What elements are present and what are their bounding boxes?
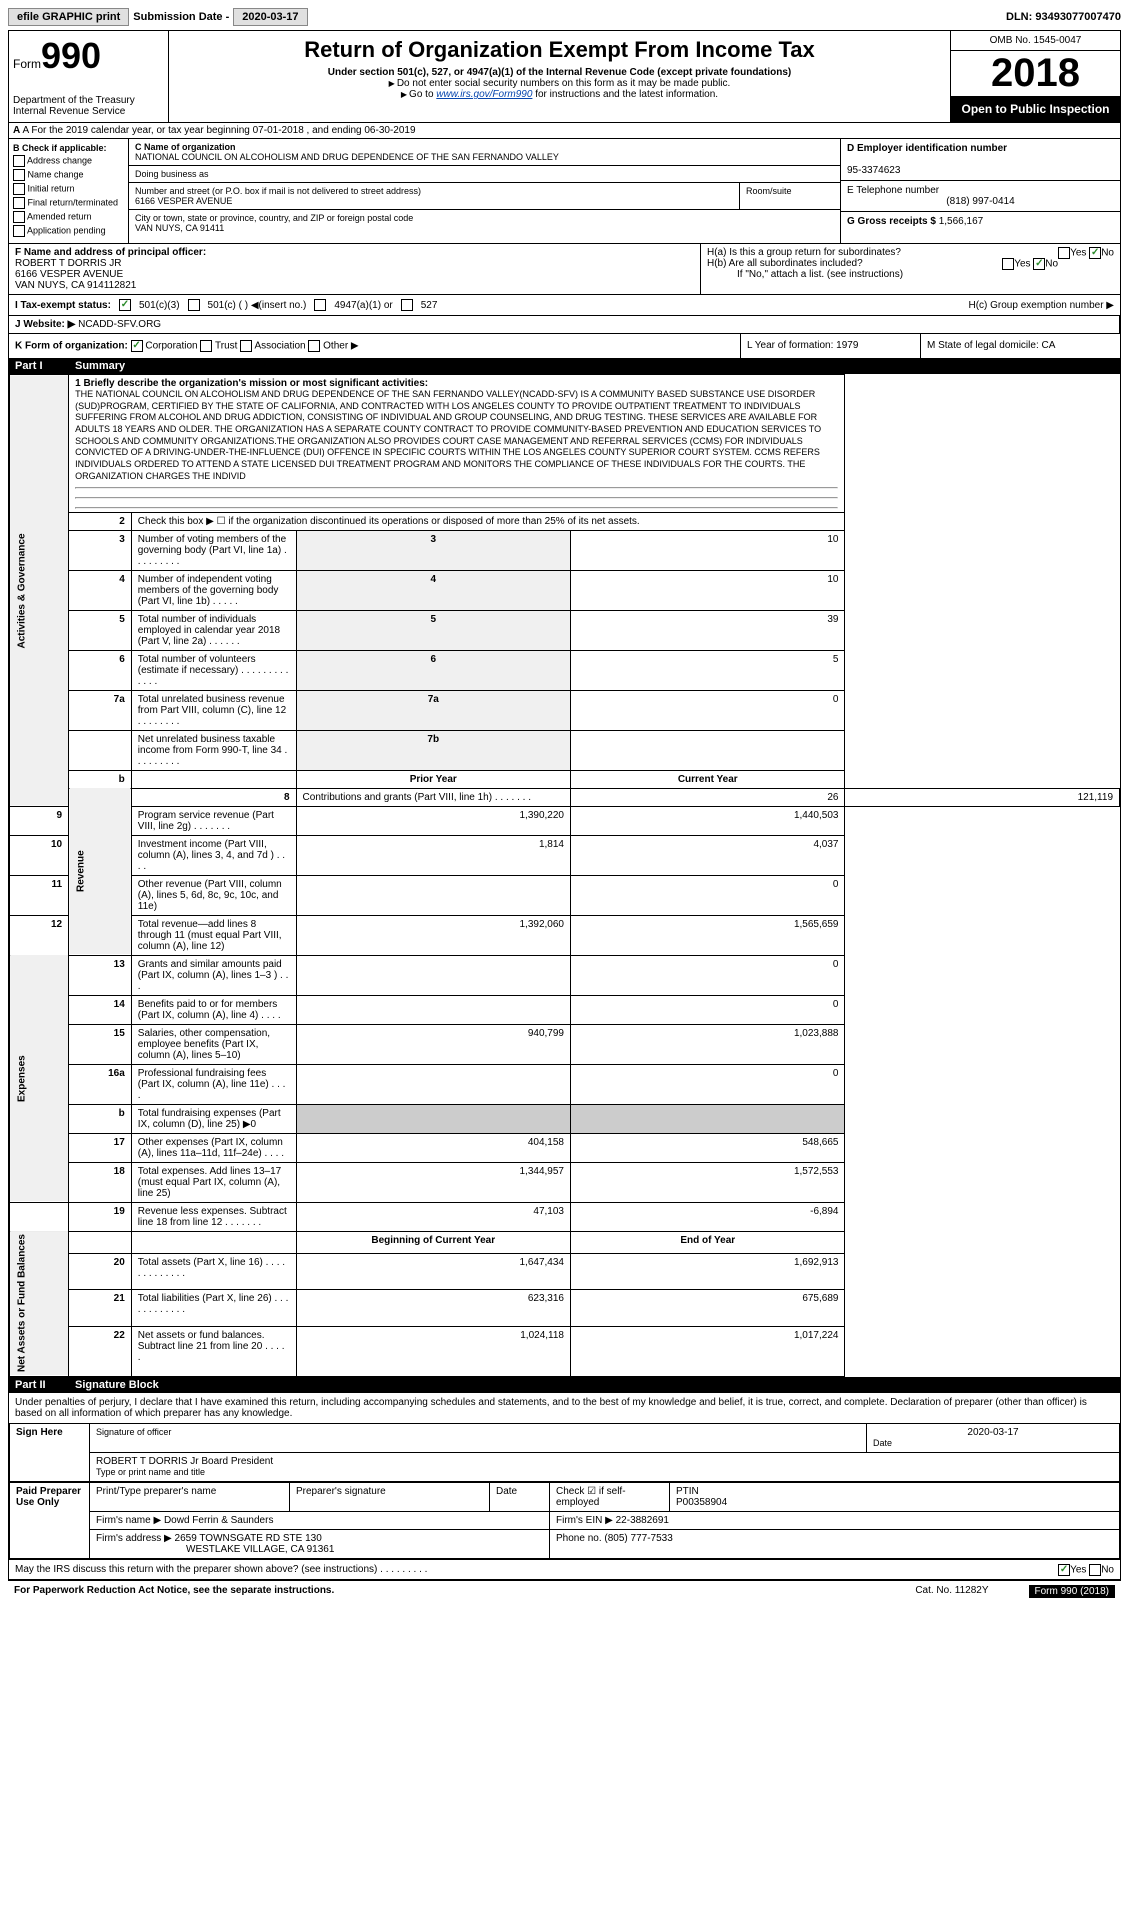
city: City or town, state or province, country… — [129, 209, 840, 236]
efile-button[interactable]: efile GRAPHIC print — [8, 8, 129, 26]
state-domicile: M State of legal domicile: CA — [920, 334, 1120, 358]
principal-officer: F Name and address of principal officer:… — [9, 244, 700, 294]
submission-date[interactable]: 2020-03-17 — [233, 8, 307, 26]
penalty-text: Under penalties of perjury, I declare th… — [9, 1393, 1120, 1423]
side-activities: Activities & Governance — [10, 375, 69, 807]
dept-label: Department of the Treasury Internal Reve… — [13, 95, 164, 117]
top-bar: efile GRAPHIC print Submission Date - 20… — [8, 8, 1121, 26]
side-expenses: Expenses — [10, 955, 69, 1202]
org-name: C Name of organizationNATIONAL COUNCIL O… — [129, 139, 840, 166]
street: Number and street (or P.O. box if mail i… — [129, 183, 740, 209]
footer: For Paperwork Reduction Act Notice, see … — [8, 1580, 1121, 1602]
form-title: Return of Organization Exempt From Incom… — [175, 37, 944, 63]
form-title-area: Return of Organization Exempt From Incom… — [169, 31, 950, 122]
side-revenue: Revenue — [69, 788, 132, 955]
part1-header: Part ISummary — [9, 358, 1120, 374]
irs-link[interactable]: www.irs.gov/Form990 — [436, 89, 532, 100]
year-formation: L Year of formation: 1979 — [740, 334, 920, 358]
check-applicable: B Check if applicable: Address change Na… — [9, 139, 129, 243]
form-id: Form990 Department of the Treasury Inter… — [9, 31, 169, 122]
tax-year: 2018 — [951, 51, 1120, 96]
suite: Room/suite — [740, 183, 840, 209]
paid-preparer: Paid Preparer Use Only — [10, 1482, 90, 1558]
open-public-badge: Open to Public Inspection — [951, 96, 1120, 122]
mission: 1 Briefly describe the organization's mi… — [69, 375, 845, 513]
sign-here: Sign Here — [10, 1423, 90, 1481]
phone: E Telephone number(818) 997-0414 — [841, 181, 1120, 212]
side-net: Net Assets or Fund Balances — [10, 1231, 69, 1376]
part2-header: Part IISignature Block — [9, 1377, 1120, 1393]
tax-status: I Tax-exempt status: 501(c)(3) 501(c) ( … — [9, 294, 1120, 315]
omb-label: OMB No. 1545-0047 — [951, 31, 1120, 51]
ein: D Employer identification number95-33746… — [841, 139, 1120, 181]
dba: Doing business as — [129, 166, 840, 183]
submission-label: Submission Date - — [133, 11, 229, 23]
form-org: K Form of organization: Corporation Trus… — [9, 334, 740, 358]
tax-period: A A For the 2019 calendar year, or tax y… — [9, 122, 1120, 138]
gross-receipts: G Gross receipts $ 1,566,167 — [841, 212, 1120, 231]
group-return: H(a) Is this a group return for subordin… — [700, 244, 1120, 294]
discuss-row: May the IRS discuss this return with the… — [9, 1559, 1120, 1579]
dln: DLN: 93493077007470 — [1006, 11, 1121, 23]
website: J Website: ▶ NCADD-SFV.ORG — [9, 316, 1120, 333]
